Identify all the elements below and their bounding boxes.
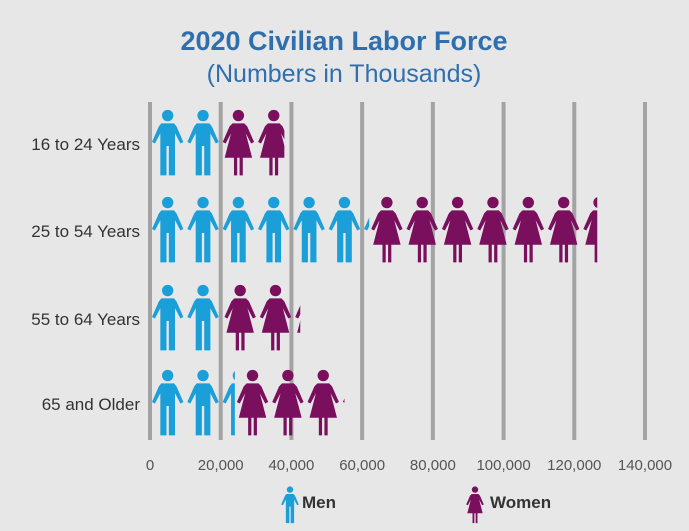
category-label: 55 to 64 Years	[31, 310, 140, 329]
woman-icon	[259, 284, 292, 351]
series-segment-women	[371, 196, 598, 263]
legend: Men Women	[281, 486, 551, 524]
man-icon	[187, 109, 219, 176]
series-segment-men	[151, 196, 370, 263]
man-icon	[222, 196, 255, 263]
man-icon	[187, 284, 219, 351]
x-tick-label: 140,000	[618, 457, 672, 474]
series-segment-women	[224, 284, 301, 351]
legend-man-icon	[281, 486, 299, 524]
legend-women: Women	[466, 486, 551, 524]
gridlines	[148, 102, 647, 440]
series-segment-men	[151, 109, 219, 176]
man-icon	[258, 196, 290, 263]
woman-icon	[371, 196, 403, 263]
legend-men-label: Men	[302, 493, 336, 512]
legend-woman-icon	[466, 486, 484, 524]
woman-icon	[236, 369, 269, 436]
woman-icon	[272, 369, 304, 436]
series-segment-women	[236, 369, 345, 436]
man-icon	[151, 109, 184, 176]
woman-icon	[342, 369, 345, 436]
man-icon	[328, 196, 361, 263]
woman-icon	[583, 196, 598, 263]
legend-women-label: Women	[490, 493, 551, 512]
x-axis-tick-labels: 0 20,000 40,000 60,000 80,000 100,000 120,000 1…	[146, 457, 672, 474]
category-label: 25 to 54 Years	[31, 222, 140, 241]
man-icon	[151, 284, 184, 351]
woman-icon	[307, 369, 339, 436]
x-tick-label: 60,000	[339, 457, 385, 474]
category-labels: 16 to 24 Years 25 to 54 Years 55 to 64 Yea…	[31, 135, 140, 414]
legend-men: Men	[281, 486, 336, 524]
x-tick-label: 40,000	[268, 457, 314, 474]
chart-subtitle: (Numbers in Thousands)	[207, 60, 482, 88]
x-tick-label: 120,000	[547, 457, 601, 474]
x-tick-label: 80,000	[410, 457, 456, 474]
woman-icon	[441, 196, 474, 263]
woman-icon	[224, 284, 256, 351]
series-segment-women	[222, 109, 285, 176]
man-icon	[187, 196, 219, 263]
chart-title: 2020 Civilian Labor Force	[180, 26, 507, 56]
woman-icon	[295, 284, 301, 351]
category-label: 16 to 24 Years	[31, 135, 140, 154]
man-icon	[151, 196, 184, 263]
x-tick-label: 20,000	[198, 457, 244, 474]
woman-icon	[258, 109, 285, 176]
man-icon	[187, 369, 219, 436]
category-label: 65 and Older	[42, 395, 141, 414]
woman-icon	[222, 109, 255, 176]
woman-icon	[512, 196, 545, 263]
x-tick-label: 100,000	[476, 457, 530, 474]
x-tick-label: 0	[146, 457, 154, 474]
man-icon	[293, 196, 325, 263]
man-icon	[151, 369, 184, 436]
